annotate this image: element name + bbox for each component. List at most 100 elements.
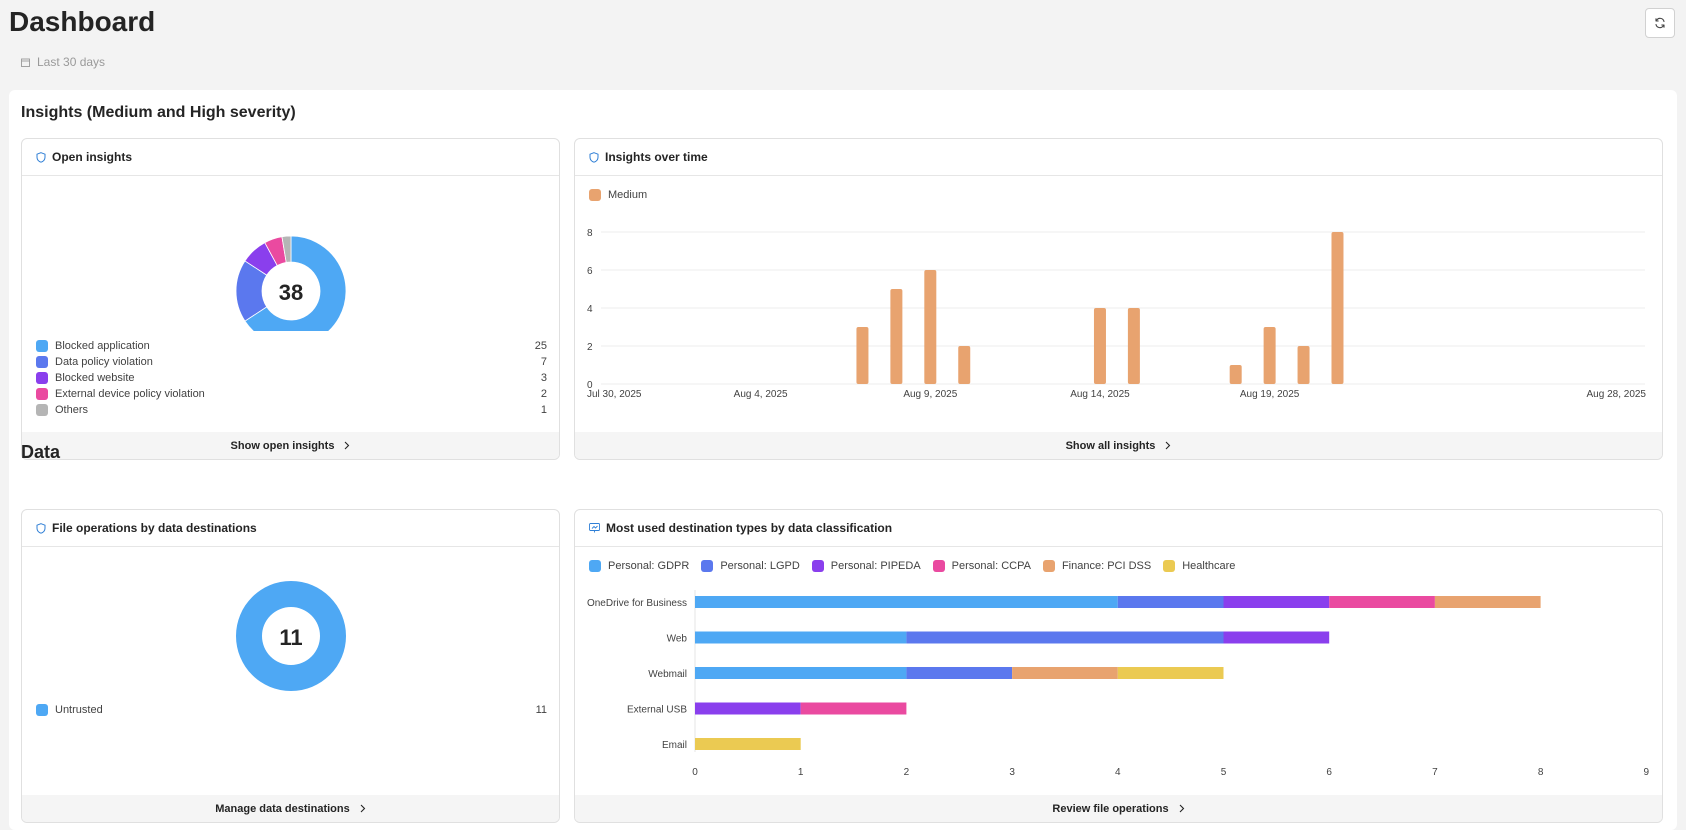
file-operations-card: File operations by data destinations 11 … — [21, 509, 560, 823]
legend-label: Untrusted — [55, 704, 103, 716]
legend-count: 11 — [535, 704, 547, 716]
bar-segment[interactable] — [1434, 596, 1541, 608]
legend-item[interactable]: External device policy violation 2 — [36, 386, 547, 402]
bar-segment[interactable] — [1329, 596, 1435, 608]
insights-over-time-chart: 0 2 4 6 8 Jul 30, 2025 Aug 4, 2025 Aug 9, 2025 A… — [587, 228, 1647, 400]
legend-count: 3 — [540, 372, 547, 384]
bar[interactable] — [1263, 327, 1276, 384]
bar-segment[interactable] — [1012, 667, 1118, 679]
bar[interactable] — [1127, 308, 1140, 384]
donut-slice[interactable] — [244, 235, 347, 331]
legend-item[interactable]: Finance: PCI DSS — [1042, 560, 1152, 572]
bar[interactable] — [1229, 365, 1242, 384]
bar-segment[interactable] — [695, 738, 801, 750]
legend-swatch — [1042, 560, 1055, 572]
show-all-insights-label: Show all insights — [1065, 439, 1156, 452]
bar-segment[interactable] — [800, 702, 907, 715]
bar-segment[interactable] — [906, 667, 1013, 679]
legend-count: 1 — [540, 404, 547, 416]
chevron-right-icon — [360, 804, 366, 813]
open-insights-card: Open insights 38 Blocked application 25 Da… — [21, 138, 560, 460]
legend-label: Blocked application — [55, 340, 150, 352]
legend-item[interactable]: Personal: PIPEDA — [811, 560, 921, 572]
legend-item[interactable]: Medium — [589, 189, 647, 201]
bar-segment[interactable] — [1117, 667, 1224, 679]
legend-item[interactable]: Data policy violation 7 — [36, 354, 547, 370]
main-panel: Insights (Medium and High severity) Open… — [9, 90, 1677, 830]
x-tick-label: Aug 4, 2025 — [734, 389, 788, 400]
bar[interactable] — [856, 327, 869, 384]
chart-icon — [589, 523, 600, 533]
donut-slice[interactable] — [281, 235, 292, 263]
legend-label: External device policy violation — [55, 388, 205, 400]
x-tick-label: 2 — [904, 767, 910, 778]
insights-over-time-title: Insights over time — [605, 150, 708, 164]
legend-count: 2 — [540, 388, 547, 400]
x-tick-label: Jul 30, 2025 — [587, 389, 642, 400]
x-tick-label: Aug 9, 2025 — [903, 389, 957, 400]
bar-segment[interactable] — [695, 702, 801, 715]
open-insights-header: Open insights — [22, 139, 559, 176]
legend-swatch — [811, 560, 824, 572]
legend-item[interactable]: Personal: CCPA — [932, 560, 1031, 572]
review-file-operations-label: Review file operations — [1052, 802, 1169, 815]
shield-icon — [36, 151, 46, 163]
file-operations-header: File operations by data destinations — [22, 510, 559, 547]
review-file-operations-link[interactable]: Review file operations — [575, 795, 1662, 822]
legend-swatch — [36, 372, 48, 384]
shield-icon — [589, 151, 599, 163]
destination-types-card: Most used destination types by data clas… — [574, 509, 1663, 823]
legend-item[interactable]: Personal: LGPD — [701, 560, 800, 572]
bar-segment[interactable] — [1223, 631, 1330, 644]
bar[interactable] — [924, 270, 937, 384]
legend-swatch — [36, 404, 48, 416]
bar[interactable] — [1093, 308, 1106, 384]
category-label: Web — [667, 634, 688, 645]
show-open-insights-link[interactable]: Show open insights — [22, 432, 559, 459]
legend-label: Personal: GDPR — [608, 560, 690, 572]
insights-section-title: Insights (Medium and High severity) — [21, 104, 296, 121]
bar-segment[interactable] — [906, 631, 1224, 644]
open-insights-total: 38 — [279, 280, 303, 305]
open-insights-legend: Blocked application 25 Data policy violati… — [36, 338, 547, 418]
legend-count: 7 — [540, 356, 547, 368]
x-tick-label: 0 — [692, 767, 698, 778]
page-title: Dashboard — [9, 6, 156, 37]
date-range-filter[interactable]: Last 30 days — [21, 55, 105, 69]
destination-types-chart: OneDrive for Business Web Webmail External … — [587, 590, 1650, 778]
bar[interactable] — [1331, 232, 1344, 384]
x-tick-label: Aug 28, 2025 — [1587, 389, 1647, 400]
bar[interactable] — [890, 289, 903, 384]
legend-swatch — [701, 560, 714, 572]
y-tick-label: 2 — [587, 342, 593, 353]
x-tick-label: 1 — [798, 767, 804, 778]
legend-swatch — [1163, 560, 1176, 572]
file-operations-total: 11 — [279, 625, 302, 650]
refresh-button[interactable] — [1645, 8, 1675, 38]
manage-data-destinations-link[interactable]: Manage data destinations — [22, 795, 559, 822]
donut-slice[interactable] — [236, 580, 346, 692]
legend-item[interactable]: Blocked application 25 — [36, 338, 547, 354]
category-label: Email — [662, 740, 687, 751]
chevron-right-icon — [1179, 804, 1184, 813]
legend-item[interactable]: Blocked website 3 — [36, 370, 547, 386]
show-all-insights-link[interactable]: Show all insights — [575, 432, 1662, 459]
legend-item[interactable]: Healthcare — [1163, 560, 1235, 572]
x-tick-label: 6 — [1326, 767, 1332, 778]
bar-segment[interactable] — [695, 667, 907, 679]
legend-label: Healthcare — [1182, 560, 1236, 572]
bar[interactable] — [1297, 346, 1310, 384]
bar-segment[interactable] — [695, 596, 1118, 608]
x-tick-label: 3 — [1009, 767, 1015, 778]
legend-label: Finance: PCI DSS — [1061, 560, 1152, 572]
bar[interactable] — [958, 346, 971, 384]
x-tick-label: Aug 19, 2025 — [1240, 389, 1300, 400]
legend-item[interactable]: Others 1 — [36, 402, 547, 418]
bar-segment[interactable] — [1223, 596, 1330, 608]
bar-segment[interactable] — [695, 631, 907, 644]
legend-item[interactable]: Personal: GDPR — [589, 560, 689, 572]
bar-segment[interactable] — [1117, 596, 1224, 608]
legend-label: Blocked website — [55, 372, 135, 384]
legend-swatch — [36, 356, 48, 368]
legend-item[interactable]: Untrusted 11 — [36, 702, 547, 718]
